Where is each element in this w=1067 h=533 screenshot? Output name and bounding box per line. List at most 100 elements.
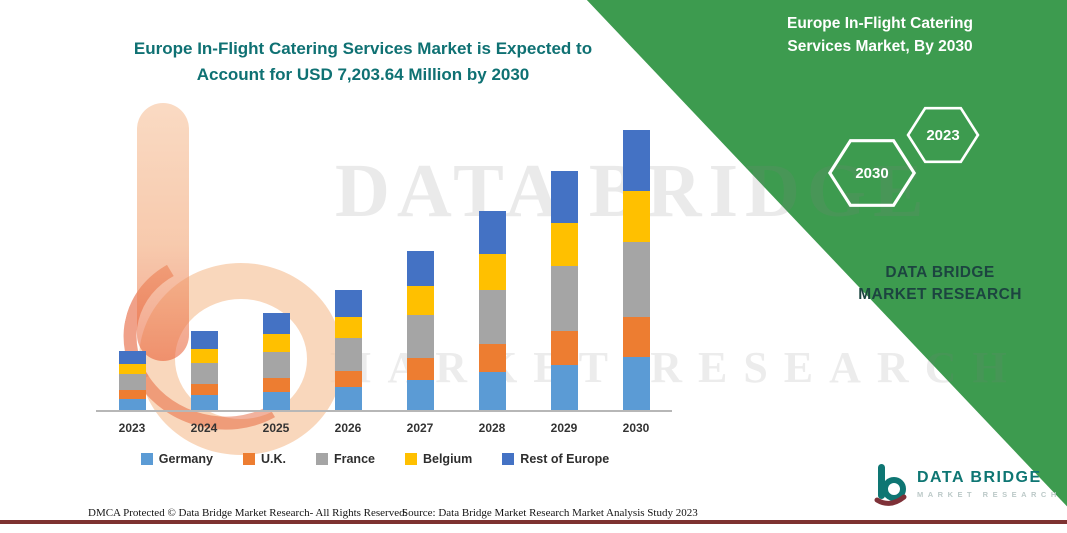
bar-segment-belgium — [478, 254, 506, 291]
stacked-bar — [118, 350, 146, 410]
x-axis-labels: 2023 2024 2025 2026 2027 2028 2029 2030 — [96, 421, 672, 435]
bar-segment-u-k- — [190, 384, 218, 395]
bar-segment-germany — [190, 395, 218, 410]
source-notice: Source: Data Bridge Market Research Mark… — [402, 507, 698, 519]
x-axis-label: 2027 — [406, 421, 434, 435]
legend-swatch-icon — [315, 453, 328, 465]
bar-group-2024 — [176, 331, 232, 410]
bar-segment-france — [118, 374, 146, 391]
x-axis-label: 2029 — [550, 421, 578, 435]
hexagon-outline-icon — [906, 106, 980, 164]
bar-segment-belgium — [262, 334, 290, 352]
dmca-notice: DMCA Protected © Data Bridge Market Rese… — [88, 507, 408, 519]
stacked-bar — [550, 170, 578, 410]
x-axis-label: 2028 — [478, 421, 506, 435]
legend-swatch-icon — [242, 453, 255, 465]
legend-item-germany: Germany — [140, 452, 213, 466]
bar-segment-u-k- — [118, 390, 146, 399]
bar-segment-germany — [550, 364, 578, 410]
bar-segment-germany — [406, 379, 434, 410]
bar-segment-france — [406, 314, 434, 358]
bar-segment-rest-of-europe — [262, 312, 290, 335]
stacked-bar — [406, 251, 434, 410]
bar-segment-france — [622, 241, 650, 318]
bar-segment-rest-of-europe — [334, 290, 362, 317]
panel-title: Europe In-Flight Catering Services Marke… — [787, 15, 973, 56]
stacked-bar — [478, 210, 506, 410]
legend-swatch-icon — [404, 453, 417, 465]
bar-segment-belgium — [118, 363, 146, 375]
bar-segment-u-k- — [622, 317, 650, 357]
bar-segment-germany — [118, 398, 146, 410]
legend-swatch-icon — [502, 453, 515, 465]
x-axis-label: 2024 — [190, 421, 218, 435]
bar-group-2027 — [392, 251, 448, 410]
bar-segment-belgium — [406, 286, 434, 315]
panel-brand-caption: DATA BRIDGE MARKET RESEARCH — [858, 264, 1022, 303]
bar-segment-rest-of-europe — [622, 129, 650, 192]
stacked-bar — [190, 331, 218, 410]
bar-segment-belgium — [190, 348, 218, 363]
bar-segment-u-k- — [334, 370, 362, 388]
bar-segment-germany — [262, 391, 290, 410]
brand-name: DATA BRIDGE — [917, 469, 1042, 486]
hexagon-2030: 2030 — [826, 138, 918, 208]
bar-segment-rest-of-europe — [190, 331, 218, 349]
bar-segment-u-k- — [406, 357, 434, 380]
data-bridge-logo-icon — [874, 464, 907, 506]
x-axis-label: 2030 — [622, 421, 650, 435]
bar-segment-germany — [622, 356, 650, 410]
legend-item-belgium: Belgium — [404, 452, 473, 466]
bar-group-2025 — [248, 312, 304, 410]
legend-label: Rest of Europe — [520, 452, 610, 466]
bar-group-2028 — [464, 210, 520, 410]
bar-segment-france — [262, 351, 290, 378]
x-axis-label: 2023 — [118, 421, 146, 435]
bar-area — [96, 118, 672, 412]
legend-swatch-icon — [140, 453, 153, 465]
bar-segment-france — [334, 338, 362, 371]
bar-segment-belgium — [550, 223, 578, 267]
legend-label: Belgium — [422, 452, 473, 466]
hexagon-2023: 2023 — [905, 106, 981, 164]
legend-label: France — [333, 452, 375, 466]
hexagon-year-label: 2023 — [926, 126, 960, 144]
bar-group-2026 — [320, 290, 376, 410]
bar-segment-u-k- — [262, 377, 290, 392]
page-title: Europe In-Flight Catering Services Marke… — [133, 39, 593, 85]
bar-group-2023 — [104, 350, 160, 410]
bottom-divider-line — [0, 520, 1067, 524]
bar-segment-u-k- — [550, 331, 578, 365]
stacked-bar — [334, 290, 362, 410]
bar-segment-u-k- — [478, 344, 506, 373]
x-axis-label: 2025 — [262, 421, 290, 435]
legend-item-rest-of-europe: Rest of Europe — [502, 452, 609, 466]
bar-segment-france — [478, 290, 506, 345]
bar-segment-germany — [478, 372, 506, 410]
stacked-bar-chart: 2023 2024 2025 2026 2027 2028 2029 2030 — [96, 118, 672, 435]
stacked-bar — [622, 129, 650, 410]
brand-tagline: MARKET RESEARCH — [917, 490, 1061, 499]
bar-segment-germany — [334, 387, 362, 410]
bar-segment-france — [190, 362, 218, 384]
bar-segment-rest-of-europe — [550, 170, 578, 224]
legend-label: U.K. — [260, 452, 286, 466]
x-axis-label: 2026 — [334, 421, 362, 435]
bar-segment-rest-of-europe — [406, 251, 434, 287]
legend-label: Germany — [158, 452, 213, 466]
bar-segment-belgium — [334, 316, 362, 339]
stacked-bar — [262, 312, 290, 410]
bar-segment-france — [550, 266, 578, 331]
legend: Germany U.K. France Belgium Rest of Europe — [80, 452, 670, 466]
bar-group-2029 — [536, 170, 592, 410]
bar-segment-rest-of-europe — [118, 350, 146, 364]
brand-text-block: DATA BRIDGE MARKET RESEARCH — [917, 469, 1061, 499]
data-bridge-brand: DATA BRIDGE MARKET RESEARCH — [872, 462, 1061, 506]
hexagon-outline-icon — [827, 139, 917, 207]
bar-group-2030 — [608, 129, 664, 410]
hexagon-year-label: 2030 — [855, 164, 889, 182]
legend-item-u-k-: U.K. — [242, 452, 286, 466]
legend-item-france: France — [315, 452, 375, 466]
bar-segment-rest-of-europe — [478, 210, 506, 255]
